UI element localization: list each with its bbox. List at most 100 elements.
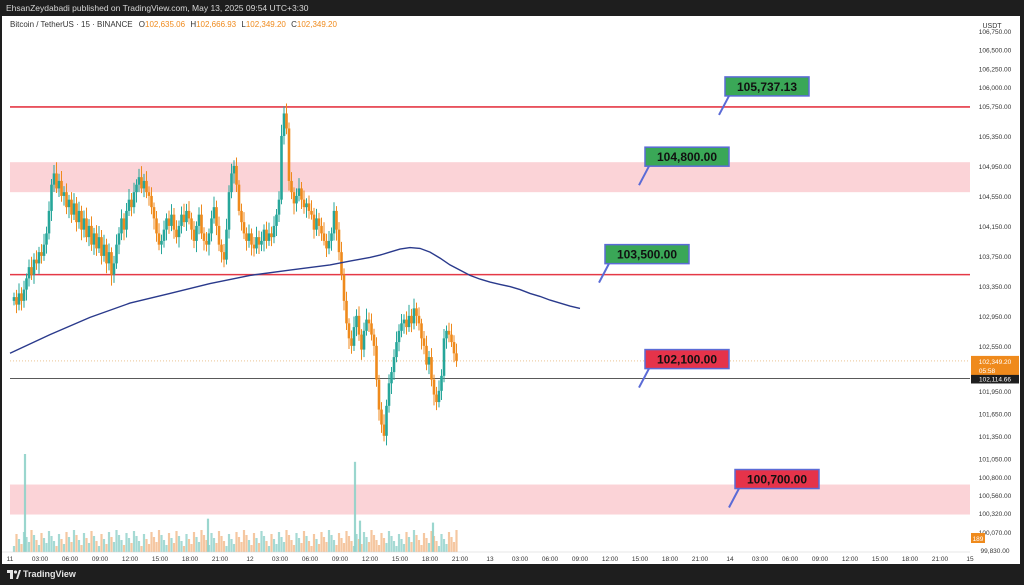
- candle-body: [67, 199, 71, 208]
- volume-bar: [187, 539, 191, 552]
- candle-body: [372, 334, 376, 346]
- candle-body: [450, 334, 453, 343]
- volume-bar: [355, 534, 358, 552]
- candle-body: [190, 218, 193, 230]
- volume-bar: [307, 541, 311, 552]
- candle-body: [422, 338, 426, 346]
- volume-bar: [122, 545, 126, 552]
- candle-body: [195, 225, 198, 241]
- y-tick-label: 105,350.00: [979, 134, 1012, 141]
- volume-bar: [195, 537, 198, 552]
- y-tick-label: 106,000.00: [979, 85, 1012, 92]
- price-chart[interactable]: 105,737.13 104,800.00 103,500.00 102,100.00…: [2, 16, 1020, 564]
- candle-body: [102, 244, 106, 256]
- candle-body: [192, 229, 196, 241]
- y-tick-label: 104,150.00: [979, 224, 1012, 231]
- candle-body: [312, 214, 316, 230]
- x-tick-label: 03:00: [32, 556, 49, 563]
- candle-body: [37, 252, 41, 264]
- volume-bar: [220, 536, 223, 552]
- x-tick-label: 21:00: [452, 556, 469, 563]
- candle-body: [165, 218, 168, 230]
- volume-bar: [127, 538, 131, 552]
- y-tick-label: 104,950.00: [979, 164, 1012, 171]
- candle-body: [92, 233, 96, 245]
- callout-pointer: [598, 263, 610, 284]
- volume-bar: [405, 532, 408, 552]
- candle-body: [435, 394, 438, 403]
- candle-body: [207, 233, 211, 245]
- volume-bar: [67, 537, 71, 552]
- volume-bar: [52, 541, 56, 552]
- candlesticks: [12, 103, 458, 446]
- volume-bar: [362, 532, 366, 552]
- x-tick-label: 21:00: [932, 556, 949, 563]
- candle-body: [425, 345, 428, 365]
- y-tick-label: 101,950.00: [979, 389, 1012, 396]
- candle-body: [200, 214, 203, 234]
- candle-body: [47, 210, 51, 234]
- candle-body: [95, 233, 98, 249]
- x-tick-label: 18:00: [182, 556, 199, 563]
- volume-bar: [162, 540, 166, 552]
- price-tag-label: 102,349.20: [979, 359, 1012, 366]
- volume-bar: [97, 546, 101, 552]
- candle-body: [75, 203, 78, 223]
- volume-bar: [50, 536, 53, 552]
- candle-body: [442, 338, 446, 376]
- y-tick-label: 103,750.00: [979, 254, 1012, 261]
- candle-body: [315, 218, 318, 230]
- y-tick-label: 104,550.00: [979, 194, 1012, 201]
- candle-body: [362, 330, 366, 350]
- candle-body: [342, 274, 346, 301]
- volume-bar: [85, 538, 88, 552]
- volume-bar: [182, 546, 186, 552]
- moving-average-line: [9, 246, 581, 354]
- candle-body: [290, 180, 293, 193]
- volume-bar: [197, 542, 201, 552]
- volume-bar: [177, 536, 181, 552]
- candle-body: [292, 192, 296, 204]
- volume-bar: [322, 537, 326, 552]
- volume-bar: [245, 535, 248, 552]
- volume-bar: [365, 537, 368, 552]
- volume-bar: [252, 533, 256, 552]
- x-tick-label: 09:00: [92, 556, 109, 563]
- candle-body: [140, 177, 143, 189]
- volume-bar: [175, 531, 178, 552]
- candle-body: [135, 184, 138, 193]
- volume-bar: [87, 543, 91, 552]
- volume-bar: [32, 535, 36, 552]
- volume-bar: [47, 531, 51, 552]
- candle-body: [295, 195, 298, 204]
- level-zone: [10, 484, 970, 515]
- candle-body: [57, 180, 61, 189]
- candle-body: [430, 357, 433, 380]
- candle-body: [377, 379, 381, 410]
- candle-body: [240, 210, 243, 223]
- candle-body: [250, 233, 253, 245]
- support-resistance-zones: [10, 162, 970, 515]
- candle-body: [100, 237, 103, 256]
- candle-body: [330, 233, 333, 241]
- candle-body: [317, 218, 321, 226]
- volume-bar: [237, 537, 241, 552]
- chart-container[interactable]: 105,737.13 104,800.00 103,500.00 102,100.00…: [2, 16, 1020, 564]
- volume-spike: [23, 454, 27, 552]
- volume-bar: [402, 544, 406, 552]
- candle-body: [72, 203, 76, 215]
- volume-bar: [72, 530, 76, 552]
- volume-bar: [212, 538, 216, 552]
- volume-bar: [347, 536, 351, 552]
- volume-bar: [82, 533, 86, 552]
- candle-body: [445, 330, 448, 339]
- volume-bar: [172, 543, 176, 552]
- candle-body: [227, 192, 231, 230]
- candle-body: [302, 199, 306, 208]
- candle-body: [382, 424, 386, 436]
- volume-bar: [277, 532, 281, 552]
- candle-body: [55, 173, 58, 189]
- candle-body: [452, 342, 456, 354]
- candle-body: [440, 375, 443, 391]
- candle-body: [150, 195, 153, 208]
